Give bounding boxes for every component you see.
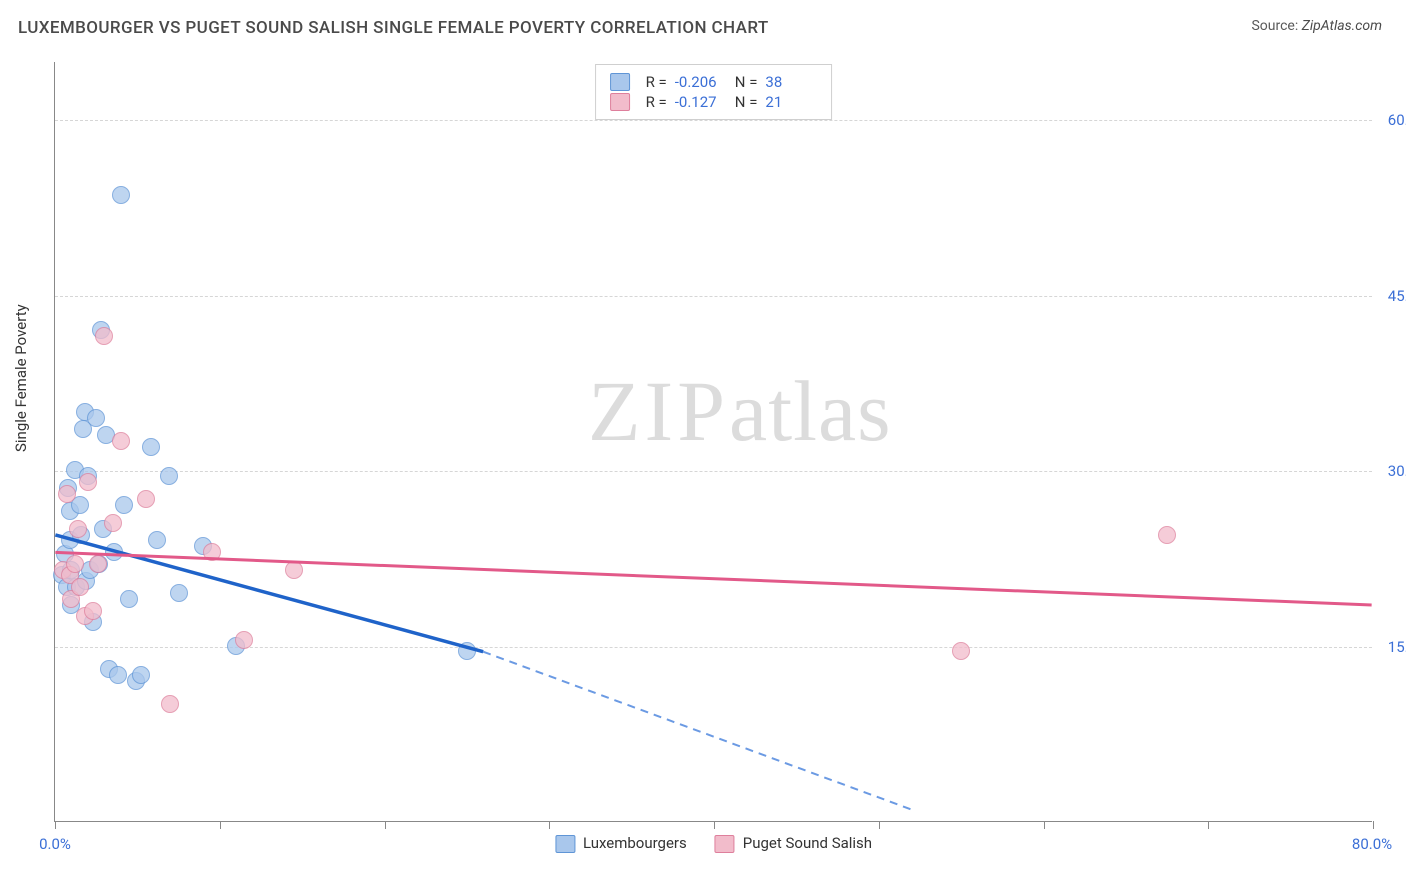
swatch-lux-icon — [555, 835, 575, 853]
y-tick-label: 45.0% — [1388, 287, 1406, 305]
lux-point — [115, 496, 133, 514]
pss-point — [71, 578, 89, 596]
pss-point — [285, 561, 303, 579]
x-tick — [220, 821, 221, 829]
pss-point — [69, 520, 87, 538]
pss-point — [952, 642, 970, 660]
lux-point — [112, 186, 130, 204]
source-label: Source: ZipAtlas.com — [1251, 18, 1382, 34]
y-tick-label: 60.0% — [1388, 111, 1406, 129]
x-tick — [55, 821, 56, 829]
lux-point — [109, 666, 127, 684]
x-tick — [879, 821, 880, 829]
lux-point — [120, 590, 138, 608]
legend-row-lux: R = -0.206 N = 38 — [610, 73, 818, 91]
pss-point — [84, 602, 102, 620]
pss-point — [235, 631, 253, 649]
y-tick-label: 15.0% — [1388, 638, 1406, 656]
pss-point — [112, 432, 130, 450]
swatch-pss-icon — [715, 835, 735, 853]
lux-point — [132, 666, 150, 684]
lux-point — [458, 642, 476, 660]
pss-point — [161, 695, 179, 713]
x-tick — [385, 821, 386, 829]
lux-point — [87, 409, 105, 427]
swatch-lux — [610, 73, 630, 91]
y-tick-label: 30.0% — [1388, 462, 1406, 480]
swatch-pss — [610, 93, 630, 111]
lux-point — [142, 438, 160, 456]
lux-point — [160, 467, 178, 485]
x-label-min: 0.0% — [39, 835, 71, 853]
lux-point — [170, 584, 188, 602]
source-link[interactable]: ZipAtlas.com — [1302, 18, 1382, 34]
legend-item-lux: Luxembourgers — [555, 834, 687, 853]
plot-area: ZIPatlas R = -0.206 N = 38 R = -0.127 N … — [54, 62, 1372, 822]
pss-point — [95, 327, 113, 345]
pss-point — [1158, 526, 1176, 544]
pss-point — [66, 555, 84, 573]
x-tick — [1208, 821, 1209, 829]
x-label-max: 80.0% — [1352, 835, 1392, 853]
chart-container: Single Female Poverty ZIPatlas R = -0.20… — [18, 52, 1388, 880]
gridline — [55, 471, 1372, 472]
trend-lines — [55, 62, 1372, 821]
x-tick — [549, 821, 550, 829]
pss-point — [104, 514, 122, 532]
x-tick — [1373, 821, 1374, 829]
x-tick — [1044, 821, 1045, 829]
legend-row-pss: R = -0.127 N = 21 — [610, 93, 818, 111]
lux-point — [148, 531, 166, 549]
pss-point — [89, 555, 107, 573]
watermark: ZIPatlas — [588, 361, 892, 461]
x-tick — [714, 821, 715, 829]
pss-point — [137, 490, 155, 508]
lux-point — [105, 543, 123, 561]
series-legend: Luxembourgers Puget Sound Salish — [555, 834, 872, 853]
legend-item-pss: Puget Sound Salish — [715, 834, 872, 853]
pss-point — [79, 473, 97, 491]
gridline — [55, 296, 1372, 297]
chart-title: LUXEMBOURGER VS PUGET SOUND SALISH SINGL… — [18, 18, 769, 38]
correlation-legend: R = -0.206 N = 38 R = -0.127 N = 21 — [595, 64, 833, 120]
gridline — [55, 647, 1372, 648]
pss-point — [58, 485, 76, 503]
gridline — [55, 120, 1372, 121]
y-axis-label: Single Female Poverty — [12, 304, 30, 452]
pss-point — [203, 543, 221, 561]
